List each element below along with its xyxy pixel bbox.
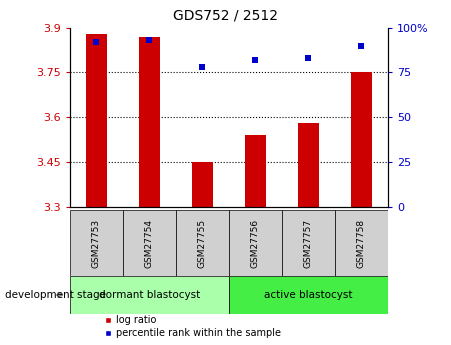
- Bar: [176, 210, 229, 276]
- Bar: [335, 210, 388, 276]
- Text: GSM27755: GSM27755: [198, 219, 207, 268]
- Text: active blastocyst: active blastocyst: [264, 290, 353, 300]
- Bar: [282, 210, 335, 276]
- Legend: log ratio, percentile rank within the sample: log ratio, percentile rank within the sa…: [104, 315, 281, 338]
- Text: dormant blastocyst: dormant blastocyst: [99, 290, 200, 300]
- Bar: [192, 162, 213, 207]
- Bar: [245, 135, 266, 207]
- Text: GSM27756: GSM27756: [251, 219, 260, 268]
- Bar: [298, 123, 319, 207]
- Bar: [229, 276, 388, 314]
- Bar: [351, 72, 372, 207]
- Text: development stage: development stage: [5, 290, 106, 300]
- Bar: [70, 210, 123, 276]
- Bar: [70, 276, 229, 314]
- Text: GSM27754: GSM27754: [145, 219, 154, 268]
- Bar: [86, 33, 107, 207]
- Text: GSM27753: GSM27753: [92, 219, 101, 268]
- Text: GSM27757: GSM27757: [304, 219, 313, 268]
- Bar: [139, 37, 160, 207]
- Text: GDS752 / 2512: GDS752 / 2512: [173, 9, 278, 23]
- Bar: [229, 210, 282, 276]
- Text: GSM27758: GSM27758: [357, 219, 366, 268]
- Bar: [123, 210, 176, 276]
